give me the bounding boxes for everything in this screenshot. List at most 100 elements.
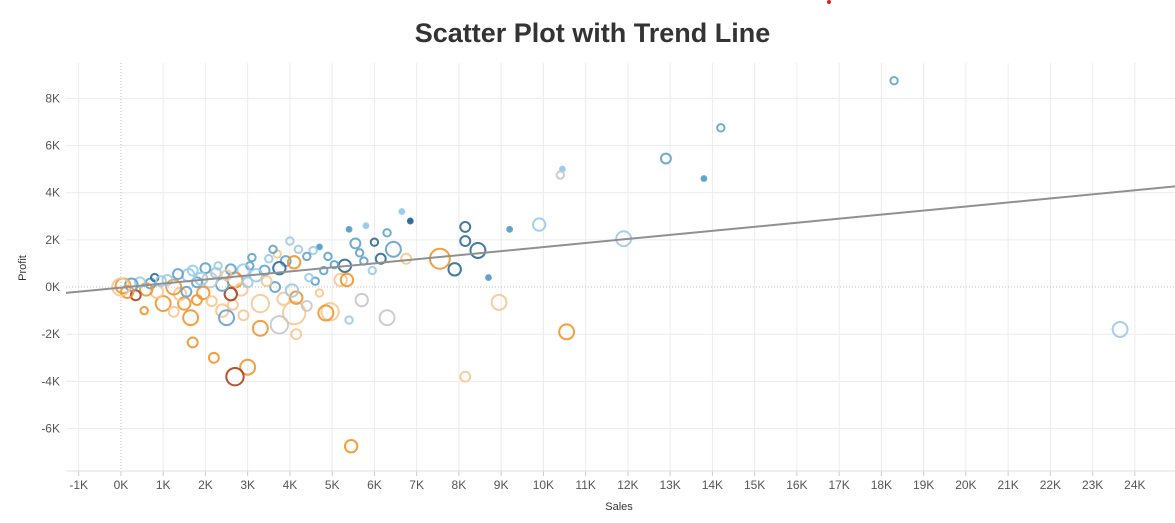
- data-point[interactable]: [378, 309, 396, 327]
- data-point[interactable]: [659, 152, 672, 165]
- data-point[interactable]: [196, 285, 211, 301]
- data-point[interactable]: [161, 274, 174, 286]
- x-tick-label: 5K: [325, 478, 340, 492]
- data-point[interactable]: [269, 315, 290, 335]
- data-point[interactable]: [555, 170, 565, 180]
- x-tick-label: 1K: [156, 478, 171, 492]
- data-point[interactable]: [191, 294, 203, 306]
- data-point[interactable]: [382, 228, 392, 238]
- data-point[interactable]: [344, 315, 354, 325]
- data-point[interactable]: [167, 305, 180, 318]
- data-point[interactable]: [323, 251, 333, 262]
- data-point[interactable]: [154, 295, 172, 313]
- data-point[interactable]: [319, 265, 329, 276]
- data-point[interactable]: [223, 286, 238, 302]
- data-point[interactable]: [268, 244, 278, 255]
- data-point[interactable]: [406, 217, 414, 225]
- data-point[interactable]: [269, 281, 282, 293]
- data-point[interactable]: [384, 240, 402, 258]
- data-point[interactable]: [459, 220, 472, 233]
- data-point[interactable]: [490, 293, 508, 311]
- data-point[interactable]: [237, 309, 250, 322]
- data-point[interactable]: [139, 305, 149, 316]
- data-point[interactable]: [400, 252, 413, 265]
- data-point[interactable]: [316, 243, 323, 251]
- data-point[interactable]: [293, 244, 304, 255]
- data-point[interactable]: [220, 269, 233, 282]
- data-point[interactable]: [320, 302, 340, 322]
- data-point[interactable]: [239, 358, 257, 376]
- data-point[interactable]: [241, 276, 254, 289]
- data-point[interactable]: [186, 264, 199, 277]
- data-point[interactable]: [398, 208, 406, 216]
- data-point[interactable]: [225, 366, 245, 387]
- data-point[interactable]: [716, 123, 726, 133]
- data-point[interactable]: [260, 275, 273, 288]
- data-point[interactable]: [485, 274, 492, 282]
- data-point[interactable]: [264, 254, 274, 264]
- data-point[interactable]: [700, 175, 708, 183]
- data-point[interactable]: [369, 237, 380, 247]
- data-point[interactable]: [290, 328, 303, 341]
- data-point[interactable]: [120, 284, 135, 299]
- y-tick-label: -6K: [41, 422, 60, 436]
- data-point[interactable]: [285, 236, 295, 246]
- data-point[interactable]: [317, 304, 335, 322]
- data-point[interactable]: [218, 309, 235, 327]
- data-point[interactable]: [343, 439, 359, 454]
- data-point[interactable]: [191, 276, 203, 289]
- data-point[interactable]: [133, 276, 146, 289]
- data-point[interactable]: [428, 247, 451, 270]
- data-point[interactable]: [139, 282, 154, 297]
- data-point[interactable]: [314, 288, 325, 298]
- data-point[interactable]: [345, 225, 353, 233]
- data-point[interactable]: [213, 261, 223, 271]
- data-point[interactable]: [281, 300, 307, 326]
- data-point[interactable]: [251, 319, 269, 337]
- data-point[interactable]: [207, 351, 220, 364]
- data-point[interactable]: [339, 272, 355, 288]
- data-point[interactable]: [333, 272, 348, 288]
- data-point[interactable]: [889, 75, 899, 86]
- data-point[interactable]: [284, 283, 300, 298]
- data-point[interactable]: [272, 249, 282, 259]
- data-point[interactable]: [186, 336, 199, 349]
- data-point[interactable]: [155, 275, 168, 288]
- data-point[interactable]: [308, 245, 318, 256]
- data-point[interactable]: [459, 235, 472, 248]
- data-point[interactable]: [165, 278, 183, 296]
- data-point[interactable]: [272, 260, 287, 276]
- data-point[interactable]: [302, 251, 312, 262]
- data-point[interactable]: [1111, 321, 1129, 338]
- data-point[interactable]: [172, 268, 184, 281]
- data-point[interactable]: [205, 295, 218, 308]
- data-point[interactable]: [247, 252, 257, 263]
- data-point[interactable]: [329, 259, 339, 270]
- data-point[interactable]: [226, 298, 239, 311]
- data-point[interactable]: [531, 217, 547, 232]
- y-tick-label: 4K: [45, 186, 60, 200]
- data-point[interactable]: [180, 285, 193, 298]
- data-point[interactable]: [286, 255, 302, 270]
- data-point[interactable]: [362, 222, 370, 230]
- data-point[interactable]: [374, 252, 387, 265]
- data-point[interactable]: [558, 323, 576, 341]
- data-point[interactable]: [304, 272, 314, 283]
- data-point[interactable]: [289, 290, 304, 305]
- data-point[interactable]: [124, 277, 139, 292]
- data-point[interactable]: [469, 242, 487, 259]
- data-point[interactable]: [149, 284, 165, 299]
- data-point[interactable]: [182, 309, 200, 327]
- data-point[interactable]: [459, 370, 472, 383]
- data-point[interactable]: [300, 299, 313, 312]
- data-point[interactable]: [354, 248, 365, 258]
- data-point[interactable]: [506, 225, 514, 233]
- data-point[interactable]: [354, 292, 369, 308]
- data-point[interactable]: [250, 293, 271, 314]
- data-point[interactable]: [367, 265, 377, 276]
- data-point[interactable]: [349, 237, 362, 250]
- tick-labels: -1K 0K 1K 2K 3K 4K 5K 6K 7K 8K 9K 10K 11K 12K 13K 14K 15…: [41, 91, 1145, 492]
- trend-line[interactable]: [65, 185, 1175, 294]
- data-point[interactable]: [447, 262, 462, 277]
